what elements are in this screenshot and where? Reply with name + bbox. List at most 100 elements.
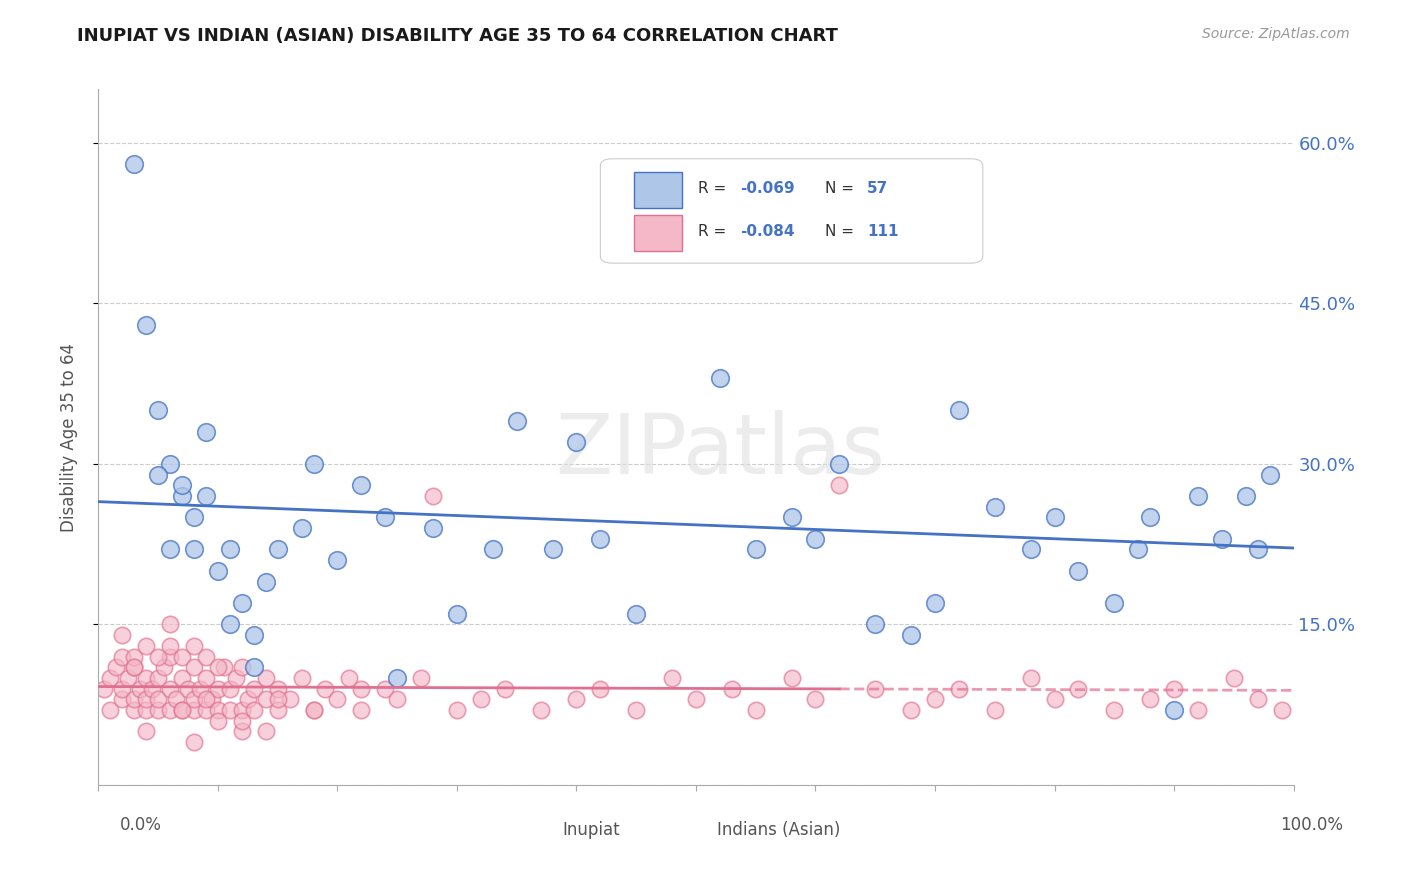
- Point: [374, 510, 396, 524]
- Point: [177, 681, 200, 696]
- Point: [135, 318, 157, 332]
- Point: [135, 692, 157, 706]
- Point: [804, 532, 827, 546]
- Point: [231, 724, 253, 739]
- Point: [231, 714, 253, 728]
- Point: [148, 692, 170, 706]
- Point: [924, 596, 946, 610]
- Point: [326, 553, 349, 567]
- Point: [948, 403, 970, 417]
- Point: [135, 724, 157, 739]
- Point: [129, 681, 152, 696]
- Point: [231, 660, 253, 674]
- Point: [494, 681, 516, 696]
- Text: 57: 57: [868, 181, 889, 196]
- Point: [195, 703, 218, 717]
- Point: [900, 703, 922, 717]
- Point: [183, 639, 205, 653]
- Point: [207, 714, 229, 728]
- Point: [1247, 692, 1270, 706]
- Point: [745, 703, 768, 717]
- Point: [153, 660, 176, 674]
- Point: [374, 681, 396, 696]
- Point: [148, 703, 170, 717]
- Point: [685, 692, 707, 706]
- Point: [243, 660, 266, 674]
- Point: [165, 692, 187, 706]
- Point: [1211, 532, 1233, 546]
- Point: [159, 681, 181, 696]
- Point: [207, 703, 229, 717]
- Point: [105, 660, 128, 674]
- Point: [98, 703, 122, 717]
- Point: [1271, 703, 1294, 717]
- Text: Indians (Asian): Indians (Asian): [717, 822, 841, 839]
- Point: [411, 671, 433, 685]
- Point: [231, 596, 253, 610]
- Point: [422, 489, 444, 503]
- Point: [721, 681, 744, 696]
- Point: [267, 542, 290, 557]
- Point: [183, 703, 205, 717]
- Point: [565, 435, 588, 450]
- Point: [481, 542, 505, 557]
- Point: [924, 692, 946, 706]
- Point: [124, 157, 146, 171]
- Point: [219, 703, 242, 717]
- Point: [1187, 489, 1209, 503]
- Point: [124, 660, 146, 674]
- Point: [207, 564, 229, 578]
- Point: [172, 703, 194, 717]
- Point: [626, 607, 648, 621]
- Point: [111, 649, 134, 664]
- Point: [195, 671, 218, 685]
- Point: [148, 403, 170, 417]
- Point: [183, 510, 205, 524]
- Point: [254, 692, 277, 706]
- Point: [159, 457, 181, 471]
- Point: [984, 500, 1007, 514]
- Point: [254, 671, 277, 685]
- Point: [267, 703, 290, 717]
- Point: [195, 692, 218, 706]
- Point: [1139, 692, 1161, 706]
- Text: INUPIAT VS INDIAN (ASIAN) DISABILITY AGE 35 TO 64 CORRELATION CHART: INUPIAT VS INDIAN (ASIAN) DISABILITY AGE…: [77, 27, 838, 45]
- Point: [135, 703, 157, 717]
- Text: 111: 111: [868, 224, 898, 239]
- Point: [302, 703, 325, 717]
- Point: [1223, 671, 1246, 685]
- Point: [1247, 542, 1270, 557]
- Point: [183, 692, 205, 706]
- Text: 0.0%: 0.0%: [120, 816, 162, 834]
- Point: [111, 692, 134, 706]
- Point: [865, 681, 887, 696]
- Point: [172, 489, 194, 503]
- Point: [1104, 596, 1126, 610]
- Point: [804, 692, 827, 706]
- Text: N =: N =: [825, 224, 859, 239]
- Text: N =: N =: [825, 181, 859, 196]
- Point: [745, 542, 768, 557]
- Point: [530, 703, 553, 717]
- Point: [195, 489, 218, 503]
- Y-axis label: Disability Age 35 to 64: Disability Age 35 to 64: [59, 343, 77, 532]
- Point: [207, 681, 229, 696]
- Point: [589, 532, 612, 546]
- Point: [1163, 703, 1185, 717]
- Point: [1043, 510, 1066, 524]
- Point: [172, 649, 194, 664]
- Point: [267, 692, 290, 706]
- Text: -0.084: -0.084: [740, 224, 794, 239]
- Point: [1019, 671, 1042, 685]
- Text: Source: ZipAtlas.com: Source: ZipAtlas.com: [1202, 27, 1350, 41]
- FancyBboxPatch shape: [634, 215, 682, 251]
- Point: [231, 703, 253, 717]
- Point: [626, 703, 648, 717]
- Point: [172, 671, 194, 685]
- Point: [278, 692, 301, 706]
- Point: [195, 649, 218, 664]
- Point: [865, 617, 887, 632]
- Point: [302, 457, 325, 471]
- Point: [506, 414, 529, 428]
- Point: [828, 457, 851, 471]
